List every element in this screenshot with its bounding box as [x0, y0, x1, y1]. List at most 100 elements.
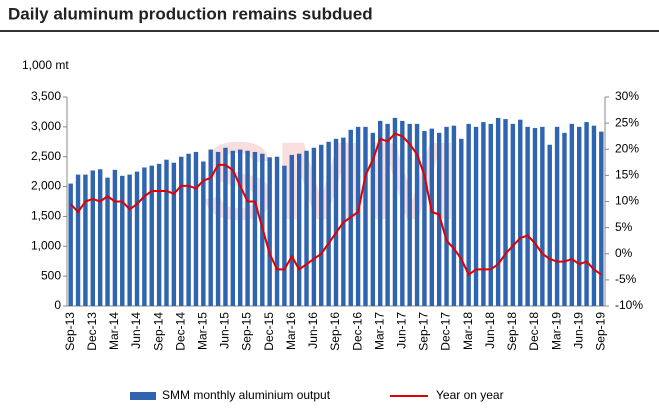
bar [547, 144, 552, 306]
bar [267, 157, 272, 306]
y-tick-label: 1,500 [31, 209, 61, 223]
x-tick-label: Dec-15 [262, 312, 276, 351]
bar [392, 117, 398, 307]
bar [436, 132, 442, 306]
bar [208, 149, 213, 306]
y-tick-label: 500 [41, 268, 61, 282]
bar [134, 171, 140, 306]
bar [503, 119, 508, 306]
bar [142, 167, 147, 306]
bar [400, 120, 405, 306]
bar [385, 123, 390, 306]
bar [186, 153, 191, 306]
y2-tick-label: -10% [615, 298, 643, 312]
x-tick-label: Mar-18 [461, 312, 475, 350]
x-tick-label: Mar-19 [549, 312, 563, 350]
bar [120, 175, 125, 306]
x-tick-label: Jun-18 [483, 312, 497, 349]
bar [105, 177, 110, 306]
bar [355, 126, 361, 306]
x-tick-label: Jun-16 [306, 312, 320, 349]
bar [237, 149, 243, 306]
bar [422, 131, 427, 306]
bar [407, 123, 412, 306]
chart-title: Daily aluminum production remains subdue… [8, 4, 373, 23]
bar [68, 183, 73, 306]
bar [554, 126, 560, 306]
bar [289, 154, 294, 306]
bar [164, 159, 169, 306]
x-tick-label: Dec-18 [527, 312, 541, 351]
bar [584, 122, 589, 306]
bar [230, 150, 236, 306]
x-tick-label: Jun-17 [395, 312, 409, 349]
legend-label: SMM monthly aluminium output [162, 388, 331, 402]
legend-label: Year on year [436, 388, 504, 402]
bar [149, 165, 154, 306]
bar [532, 128, 538, 306]
x-tick-label: Dec-14 [173, 312, 187, 351]
bar [414, 123, 420, 306]
x-tick-label: Mar-17 [372, 312, 386, 350]
bar [466, 123, 471, 306]
y-tick-label: 1,000 [31, 238, 61, 252]
y2-tick-label: -5% [615, 272, 637, 286]
x-tick-label: Sep-14 [151, 312, 165, 351]
bar [282, 165, 287, 306]
y2-tick-label: 25% [615, 115, 639, 129]
line [69, 132, 602, 277]
x-tick-label: Mar-14 [107, 312, 121, 350]
bar [296, 153, 302, 306]
x-tick-label: Sep-16 [328, 312, 342, 351]
x-tick-label: Sep-19 [593, 312, 607, 351]
bar [193, 151, 199, 306]
bar [363, 126, 368, 306]
bar [274, 156, 280, 306]
bar [451, 125, 457, 306]
x-tick-label: Jun-19 [571, 312, 585, 349]
bar [215, 151, 221, 306]
bar [540, 126, 545, 306]
bar [562, 132, 567, 306]
y-tick-label: 3,500 [31, 89, 61, 103]
bar [488, 123, 493, 306]
bar [304, 150, 309, 306]
x-tick-label: Jun-15 [218, 312, 232, 349]
bar [495, 117, 501, 307]
bar [459, 138, 464, 306]
x-tick-label: Mar-15 [196, 312, 210, 350]
bar [252, 151, 258, 306]
bar [525, 126, 530, 306]
y2-tick-label: 30% [615, 89, 639, 103]
y-tick-label: 2,000 [31, 179, 61, 193]
y2-tick-label: 20% [615, 141, 639, 155]
y2-tick-label: 0% [615, 246, 633, 260]
bar [83, 174, 88, 306]
bar [444, 126, 449, 306]
bar [481, 122, 486, 306]
bar [591, 125, 597, 306]
y-tick-label: 2,500 [31, 149, 61, 163]
bar [311, 147, 317, 306]
y2-tick-label: 15% [615, 168, 639, 182]
bar [201, 161, 206, 306]
bar [510, 123, 516, 306]
bar [90, 170, 96, 306]
bar [429, 128, 435, 306]
bar [378, 120, 383, 306]
bar [326, 141, 331, 306]
bar [179, 156, 184, 306]
y2-tick-label: 5% [615, 220, 633, 234]
bar [97, 169, 103, 306]
x-tick-label: Sep-13 [63, 312, 77, 351]
bar [569, 123, 575, 306]
bar [112, 169, 118, 306]
bar [333, 138, 339, 306]
x-tick-label: Dec-17 [439, 312, 453, 351]
bar [127, 174, 132, 306]
bar [171, 162, 177, 306]
x-tick-label: Sep-17 [417, 312, 431, 351]
x-tick-label: Mar-16 [284, 312, 298, 350]
x-tick-label: Jun-14 [129, 312, 143, 349]
